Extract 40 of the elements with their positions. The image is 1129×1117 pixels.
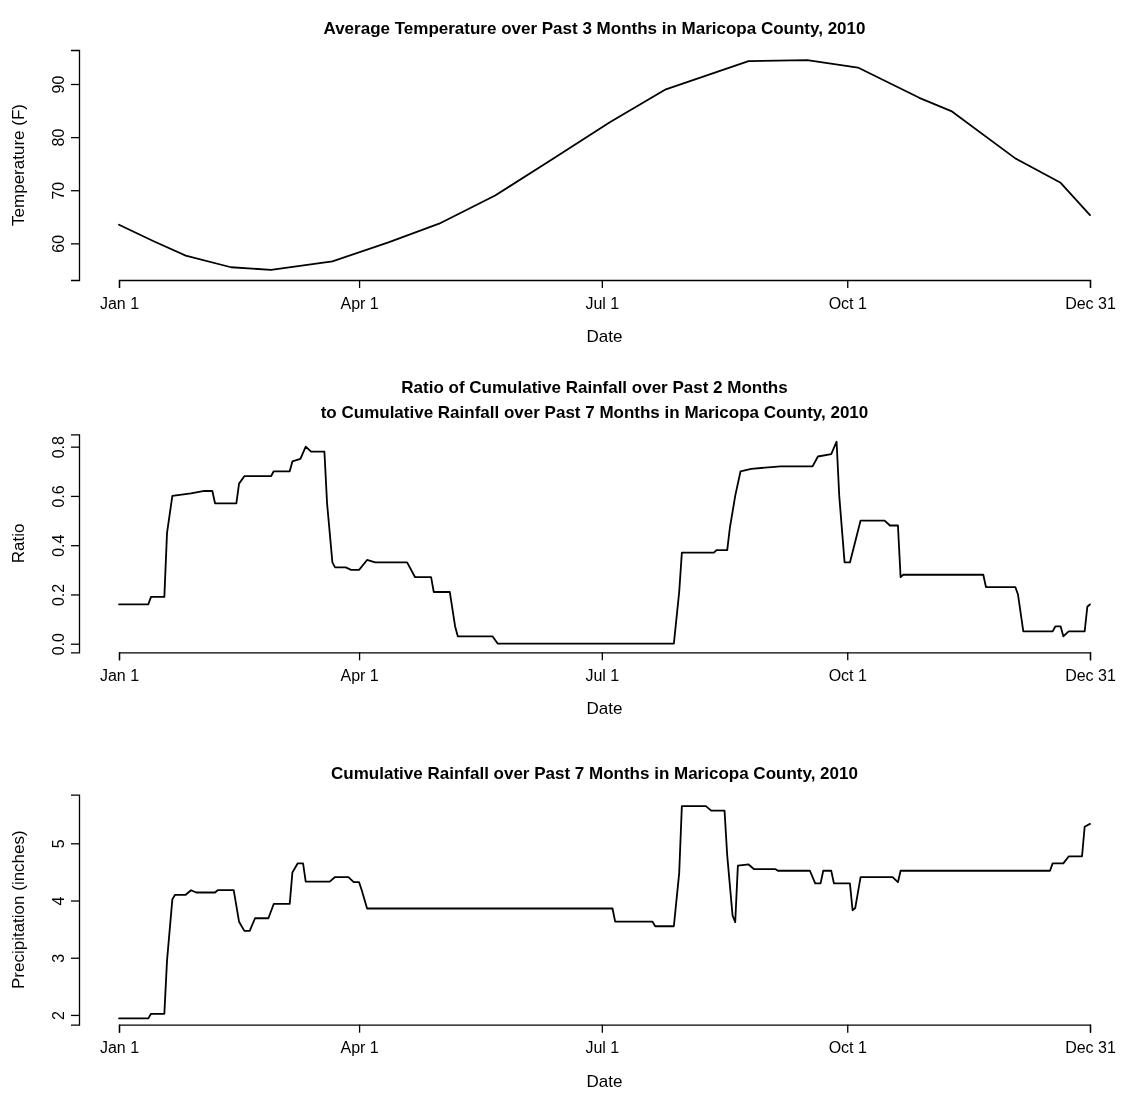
x-tick-label: Oct 1 (828, 294, 867, 312)
x-tick-label: Dec 31 (1065, 294, 1116, 312)
x-tick-label: Jan 1 (99, 294, 140, 312)
y-tick-label: 80 (49, 128, 67, 147)
x-tick-label: Jan 1 (99, 1039, 140, 1057)
x-axis-title: Date (586, 327, 623, 346)
y-tick-label: 0.0 (49, 632, 67, 656)
y-tick-label: 4 (49, 896, 67, 906)
y-tick-label: 0.4 (49, 534, 67, 557)
y-axis-title: Precipitation (inches) (9, 830, 28, 990)
y-tick-label: 90 (49, 75, 67, 94)
x-tick-label: Dec 31 (1065, 1039, 1116, 1057)
y-tick-label: 0.2 (49, 583, 67, 607)
y-tick-label: 5 (49, 839, 67, 849)
chart-title: Average Temperature over Past 3 Months in Maricopa County, 2010 (323, 19, 866, 38)
y-tick-label: 3 (49, 953, 67, 963)
x-tick-label: Apr 1 (340, 666, 379, 684)
x-tick-label: Jul 1 (585, 666, 620, 684)
x-axis-title: Date (586, 1071, 623, 1091)
x-tick-label: Apr 1 (340, 294, 379, 312)
x-tick-label: Oct 1 (828, 666, 867, 684)
x-tick-label: Oct 1 (828, 1039, 867, 1057)
y-tick-label: 2 (49, 1010, 67, 1020)
line-series (118, 59, 1091, 271)
x-axis-title: Date (586, 699, 623, 719)
y-tick-label: 70 (49, 181, 67, 200)
y-tick-label: 60 (49, 234, 67, 253)
chart-title: Cumulative Rainfall over Past 7 Months in Maricopa County, 2010 (331, 763, 858, 783)
y-tick-label: 0.6 (49, 485, 67, 508)
y-axis-title: Temperature (F) (9, 104, 28, 226)
y-axis-title: Ratio (9, 523, 28, 564)
line-series (118, 440, 1091, 645)
x-tick-label: Apr 1 (340, 1039, 379, 1057)
x-tick-label: Jan 1 (99, 666, 140, 684)
x-tick-label: Jul 1 (585, 294, 620, 312)
chart-title: Ratio of Cumulative Rainfall over Past 2 Months to Cumulative Rainfall over Past 7 Months in Maricopa County, 2010 (320, 378, 869, 423)
x-tick-label: Dec 31 (1065, 666, 1116, 684)
line-series (118, 805, 1091, 1020)
x-tick-label: Jul 1 (585, 1039, 620, 1057)
y-tick-label: 0.8 (49, 435, 67, 459)
